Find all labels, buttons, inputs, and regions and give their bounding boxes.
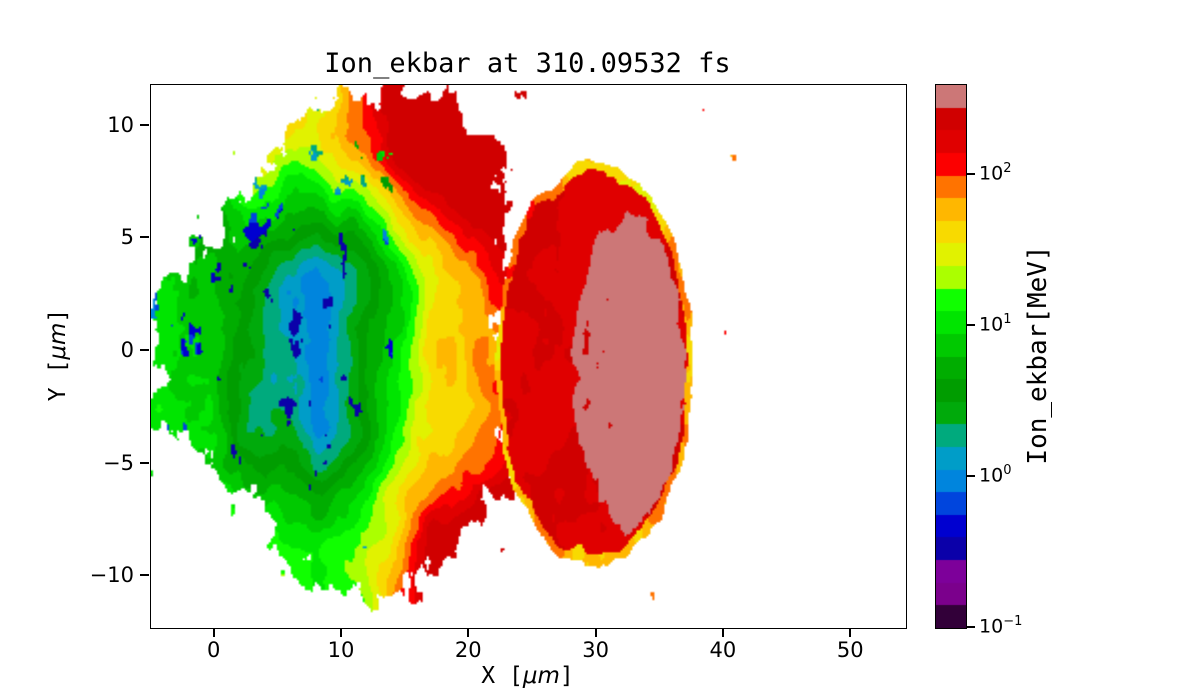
y-tick-mark	[140, 348, 149, 351]
colorbar-tick-label: 10−1	[979, 614, 1023, 638]
x-tick-label: 40	[709, 638, 737, 662]
x-tick-label: 50	[836, 638, 864, 662]
x-tick-mark	[467, 628, 470, 637]
colorbar	[935, 84, 967, 629]
colorbar-tick-label: 100	[979, 463, 1012, 487]
colorbar-tick-mark	[967, 324, 975, 327]
plot-area	[150, 84, 907, 629]
colorbar-label: Ion_ekbar[MeV]	[1023, 245, 1053, 465]
y-tick-mark	[140, 461, 149, 464]
y-tick-label: 5	[120, 225, 134, 250]
x-tick-mark	[594, 628, 597, 637]
x-tick-mark	[339, 628, 342, 637]
x-axis-label-suffix: ]	[559, 663, 574, 689]
x-tick-label: 30	[582, 638, 609, 662]
x-tick-label: 10	[327, 638, 355, 662]
y-tick-label: 0	[120, 337, 134, 362]
x-tick-label: 0	[206, 638, 221, 662]
y-tick-mark	[140, 123, 149, 126]
x-axis-label: X [μm]	[150, 663, 905, 689]
y-tick-label: 10	[107, 112, 134, 137]
colorbar-tick-label: 101	[979, 312, 1012, 336]
x-axis-unit: μm	[522, 663, 560, 689]
x-tick-mark	[212, 628, 215, 637]
colorbar-tick-mark	[967, 626, 975, 628]
y-tick-label: −10	[89, 563, 134, 588]
y-axis-label-prefix: Y [	[45, 359, 71, 402]
y-tick-label: −5	[103, 450, 134, 475]
chart-title: Ion_ekbar at 310.09532 fs	[324, 48, 731, 79]
x-tick-label: 20	[454, 638, 482, 662]
y-tick-mark	[140, 236, 149, 239]
colorbar-tick-mark	[967, 475, 975, 478]
heatmap-canvas	[151, 85, 906, 628]
y-axis-label-suffix: ]	[45, 308, 71, 323]
colorbar-tick-mark	[967, 173, 975, 176]
colorbar-canvas	[936, 85, 966, 628]
x-tick-mark	[849, 628, 852, 637]
x-tick-mark	[721, 628, 724, 637]
y-tick-mark	[140, 574, 149, 577]
x-axis-label-prefix: X [	[481, 663, 523, 689]
colorbar-tick-label: 102	[979, 161, 1012, 185]
